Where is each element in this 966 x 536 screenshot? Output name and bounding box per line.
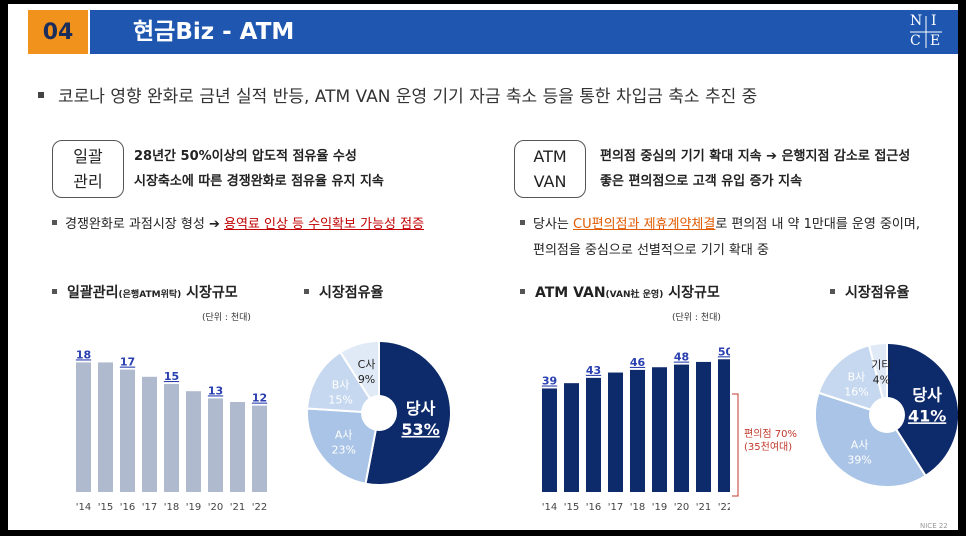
bar-2 <box>120 369 135 492</box>
pie-slice-2 <box>817 344 889 417</box>
bar-value-label-8: 12 <box>252 392 267 405</box>
header-bar: 04 현금Biz - ATM N I C E <box>8 4 958 56</box>
bar-4 <box>164 384 179 492</box>
bar-value-label-2: 43 <box>586 364 601 377</box>
tick-label-4: '18 <box>630 502 645 513</box>
tick-label-0: '14 <box>542 502 557 513</box>
pie-slice-3 <box>339 339 380 417</box>
bar-value-label-0: 18 <box>76 348 91 361</box>
left-description: 28년간 50%이상의 압도적 점유율 수성 시장축소에 따른 경쟁완화로 점유… <box>134 149 384 189</box>
pie-label-1: A사 <box>335 428 353 441</box>
bar-value-label-0: 39 <box>542 374 557 387</box>
ilgwal-market-size-chart: 18 '14 '15 17 '16 '17 15 '18 '19 13 '20 '21 12 '22 <box>76 348 267 513</box>
pie-slice-3 <box>867 341 888 416</box>
pie-value-3: 4% <box>873 374 890 387</box>
atm-van-share-pie: 당사 41% A사 39% B사 16%기타 4% <box>814 341 958 488</box>
bar-1 <box>98 362 113 492</box>
pie-hole <box>361 395 397 431</box>
pie-slice-1 <box>306 407 381 485</box>
tick-label-0: '14 <box>76 502 91 513</box>
bar-value-label-2: 17 <box>120 356 135 369</box>
bar-6 <box>674 364 689 492</box>
tick-label-6: '20 <box>208 502 223 513</box>
pie-label-3: C사 <box>358 358 376 371</box>
slide: 04 현금Biz - ATM N I C E 코로나 영향 완화로 금년 실적 … <box>8 4 958 530</box>
bar-5 <box>652 367 667 492</box>
bar-value-label-4: 15 <box>164 370 179 383</box>
bar-5 <box>186 391 201 492</box>
bar-7 <box>230 402 245 492</box>
pie-hole <box>869 397 905 433</box>
bar-7 <box>696 361 711 492</box>
tick-label-4: '18 <box>164 502 179 513</box>
pie-label-2: B사 <box>332 378 350 391</box>
bar-value-label-8: 50 <box>718 345 730 358</box>
footer-page: NICE 22 <box>920 522 948 530</box>
bar-3 <box>142 376 157 492</box>
page-title: 현금Biz - ATM <box>133 19 295 45</box>
bar-2 <box>586 377 601 492</box>
tick-label-6: '20 <box>674 502 689 513</box>
bar-8 <box>718 359 730 492</box>
pie-label-1: A사 <box>851 438 869 451</box>
pie-label-0: 당사 <box>406 399 436 418</box>
left-chart-title: 일괄관리(은행ATM위탁) 시장규모 <box>52 282 238 302</box>
bar-0 <box>76 362 91 492</box>
pie-value-0: 41% <box>908 406 946 425</box>
pie-value-0: 53% <box>401 420 439 439</box>
bar-value-label-6: 13 <box>208 384 223 397</box>
pie-value-2: 15% <box>328 393 352 406</box>
pie-label-3: 기타 <box>871 359 891 372</box>
convenience-share-label: 편의점 70% (35천여대) <box>744 429 798 453</box>
pie-value-1: 39% <box>847 453 871 466</box>
bar-4 <box>630 369 645 492</box>
tick-label-1: '15 <box>564 502 579 513</box>
bar-6 <box>208 398 223 492</box>
bar-8 <box>252 405 267 492</box>
left-unit-label: (단위 : 천대) <box>202 313 251 323</box>
tick-label-8: '22 <box>718 502 730 513</box>
pie-value-1: 23% <box>332 443 356 456</box>
atm-van-market-size-chart: 39 '14 '15 43 '16 '17 46 '18 '19 48 '20 '21 50 '22 <box>542 345 730 513</box>
pie-label-2: B사 <box>848 370 866 383</box>
tag-ilgwal: 일괄 관리 <box>52 140 124 198</box>
tick-label-3: '17 <box>608 502 623 513</box>
pie-slice-2 <box>306 350 381 415</box>
bar-1 <box>564 383 579 492</box>
left-share-title: 시장점유율 <box>304 282 383 302</box>
bar-3 <box>608 372 623 492</box>
right-chart-title: ATM VAN(VAN社 운영) 시장규모 <box>520 282 720 302</box>
right-sub-bullet: 당사는 CU편의점과 제휴계약체결로 편의점 내 약 1만대를 운영 중이며, … <box>520 212 920 264</box>
nice-logo: N I C E <box>910 13 942 49</box>
pie-label-0: 당사 <box>912 385 942 404</box>
right-share-title: 시장점유율 <box>830 282 909 302</box>
right-description: 편의점 중심의 기기 확대 지속 ➔ 은행지점 감소로 접근성 좋은 편의점으로… <box>600 149 911 189</box>
tick-label-7: '21 <box>696 502 711 513</box>
tick-label-3: '17 <box>142 502 157 513</box>
main-bullet: 코로나 영향 완화로 금년 실적 반등, ATM VAN 운영 기기 자금 축소… <box>38 82 757 107</box>
ilgwal-share-pie: 당사 53% A사 23% B사 15% C사 9% <box>306 339 452 486</box>
tick-label-5: '19 <box>652 502 667 513</box>
tick-label-2: '16 <box>586 502 601 513</box>
tick-label-5: '19 <box>186 502 201 513</box>
header-band <box>90 10 958 54</box>
tick-label-2: '16 <box>120 502 135 513</box>
left-sub-bullet: 경쟁완화로 과점시장 형성 ➔ 용역료 인상 등 수익확보 가능성 점증 <box>52 212 424 238</box>
section-number: 04 <box>28 10 88 54</box>
pie-slice-1 <box>814 391 927 488</box>
pie-slice-0 <box>364 339 452 486</box>
bar-value-label-6: 48 <box>674 351 689 364</box>
pie-value-3: 9% <box>358 373 375 386</box>
bar-0 <box>542 388 557 492</box>
tick-label-1: '15 <box>98 502 113 513</box>
right-unit-label: (단위 : 천대) <box>672 313 721 323</box>
pie-value-2: 16% <box>844 385 868 398</box>
tick-label-8: '22 <box>252 502 267 513</box>
tick-label-7: '21 <box>230 502 245 513</box>
convenience-bracket <box>732 393 739 497</box>
bar-value-label-4: 46 <box>630 356 646 369</box>
tag-atm-van: ATM VAN <box>514 140 586 198</box>
